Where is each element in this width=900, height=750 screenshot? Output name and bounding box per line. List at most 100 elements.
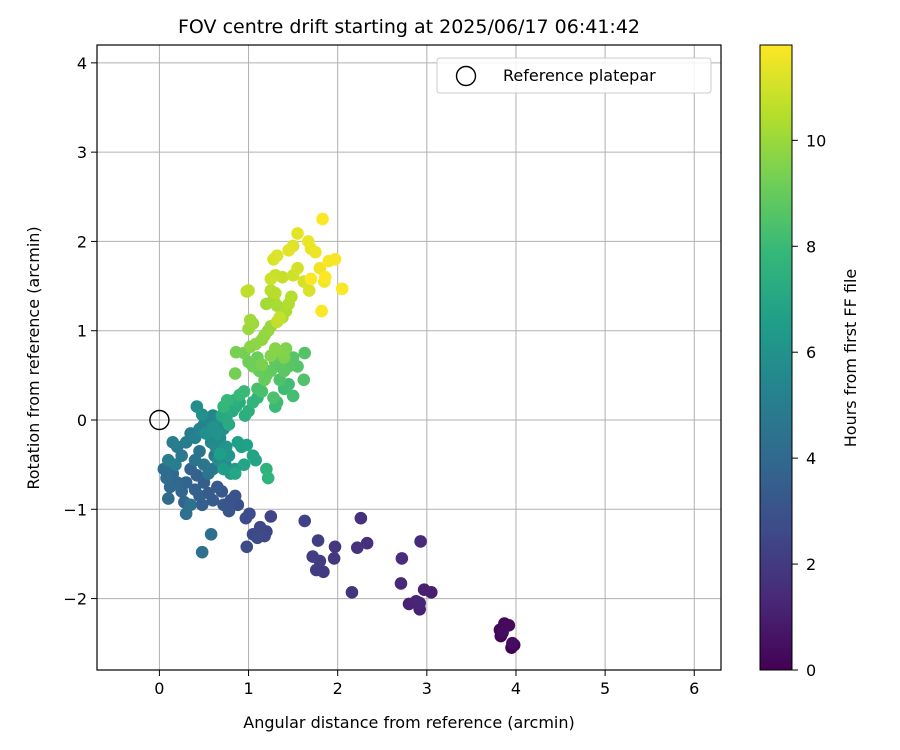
scatter-point (394, 577, 408, 590)
scatter-point (301, 235, 315, 248)
scatter-point (304, 272, 318, 286)
scatter-point (213, 447, 227, 461)
scatter-point (302, 284, 316, 297)
scatter-point (297, 373, 311, 387)
scatter-point (242, 284, 255, 297)
scatter-point (311, 534, 325, 547)
y-axis-ticks: −2 −1 0 1 2 3 4 (63, 54, 97, 609)
colorbar: 0 2 4 6 8 10 Hours from first FF file (759, 44, 860, 680)
scatter-point (298, 514, 312, 528)
scatter-point (244, 313, 257, 327)
scatter-point (237, 385, 251, 398)
colorbar-gradient (760, 45, 792, 670)
scatter-point (285, 290, 298, 304)
colorbar-tick-label: 2 (806, 555, 816, 574)
scatter-point (255, 358, 269, 371)
scatter-point (228, 467, 242, 480)
scatter-point (268, 286, 282, 300)
scatter-point (211, 480, 224, 494)
scatter-point (316, 212, 329, 226)
scatter-point (229, 345, 243, 359)
scatter-point (270, 249, 284, 263)
scatter-points (157, 212, 521, 654)
scatter-point (217, 498, 230, 512)
y-tick-label: 0 (77, 411, 87, 430)
y-tick-label: 1 (77, 322, 87, 341)
scatter-point (291, 261, 304, 275)
colorbar-ticks: 0 2 4 6 8 10 (792, 131, 826, 680)
scatter-point (220, 394, 234, 407)
legend-entry-label: Reference platepar (503, 66, 656, 85)
scatter-point (327, 552, 341, 565)
scatter-point (496, 626, 509, 639)
x-tick-label: 5 (600, 679, 610, 698)
x-tick-label: 3 (422, 679, 432, 698)
scatter-point (417, 583, 431, 596)
y-tick-label: 2 (77, 232, 87, 251)
x-tick-label: 2 (333, 679, 343, 698)
x-tick-label: 6 (689, 679, 699, 698)
scatter-point (211, 427, 224, 440)
y-axis-title: Rotation from reference (arcmin) (24, 226, 43, 489)
colorbar-tick-label: 10 (806, 131, 826, 150)
y-tick-label: 3 (77, 143, 87, 162)
scatter-point (222, 418, 236, 431)
scatter-point (298, 346, 312, 360)
scatter-point (264, 272, 278, 286)
scatter-point (217, 462, 230, 476)
x-axis-ticks: 0 1 2 3 4 5 6 (154, 670, 699, 698)
scatter-point (318, 270, 332, 284)
y-tick-label: −2 (63, 590, 87, 609)
scatter-point (345, 586, 359, 599)
scatter-point (360, 536, 374, 550)
scatter-point (237, 458, 251, 471)
scatter-point (251, 531, 264, 545)
reference-marker-group (149, 409, 170, 431)
scatter-point (249, 453, 262, 467)
x-tick-label: 0 (154, 679, 164, 698)
scatter-point (264, 510, 278, 523)
chart-title: FOV centre drift starting at 2025/06/17 … (178, 16, 640, 38)
scatter-point (166, 436, 180, 449)
legend: Reference platepar (436, 57, 712, 94)
scatter-point (228, 367, 242, 380)
legend-box (436, 57, 712, 94)
scatter-point (243, 507, 256, 521)
legend-reference-marker (455, 65, 477, 87)
scatter-point (286, 389, 300, 403)
scatter-point (240, 540, 254, 554)
colorbar-tick-label: 4 (806, 449, 816, 468)
x-axis-title: Angular distance from reference (arcmin) (243, 713, 574, 732)
scatter-point (261, 471, 275, 485)
scatter-point (350, 541, 364, 554)
scatter-point (268, 342, 282, 355)
colorbar-tick-label: 8 (806, 237, 816, 256)
scatter-point (282, 244, 295, 257)
scatter-point (414, 535, 427, 548)
scatter-point (335, 282, 349, 296)
colorbar-frame (759, 44, 793, 671)
scatter-point (184, 498, 197, 512)
scatter-point (395, 552, 409, 565)
colorbar-title: Hours from first FF file (841, 269, 860, 448)
scatter-point (204, 527, 218, 541)
scatter-point (291, 227, 304, 240)
scatter-point (354, 511, 368, 525)
y-tick-label: −1 (63, 500, 87, 519)
x-tick-label: 4 (511, 679, 521, 698)
scatter-point (273, 311, 287, 324)
scatter-point (506, 636, 519, 650)
scatter-point (193, 444, 206, 458)
colorbar-tick-label: 0 (806, 661, 816, 680)
scatter-point (306, 550, 320, 563)
scatter-point (267, 391, 280, 404)
scatter-point (328, 252, 342, 266)
scatter-point (255, 385, 269, 398)
scatter-point (315, 304, 328, 318)
scatter-point (162, 453, 175, 467)
plot-frame (96, 44, 722, 671)
scatter-point (328, 540, 342, 554)
scatter-point (195, 408, 209, 421)
